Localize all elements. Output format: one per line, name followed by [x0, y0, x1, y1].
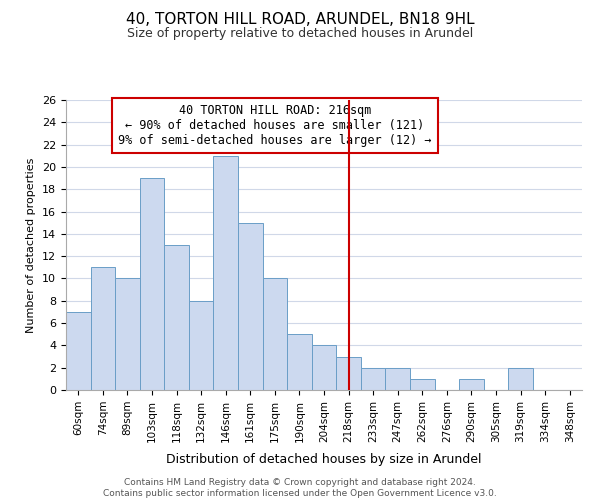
- Bar: [91, 268, 115, 390]
- Bar: [508, 368, 533, 390]
- Bar: [164, 245, 189, 390]
- Text: Size of property relative to detached houses in Arundel: Size of property relative to detached ho…: [127, 28, 473, 40]
- Bar: [189, 301, 214, 390]
- Bar: [287, 334, 312, 390]
- Bar: [361, 368, 385, 390]
- Y-axis label: Number of detached properties: Number of detached properties: [26, 158, 37, 332]
- Bar: [238, 222, 263, 390]
- Bar: [66, 312, 91, 390]
- Bar: [312, 346, 336, 390]
- Bar: [263, 278, 287, 390]
- Bar: [336, 356, 361, 390]
- Bar: [410, 379, 434, 390]
- Bar: [214, 156, 238, 390]
- Text: Contains HM Land Registry data © Crown copyright and database right 2024.
Contai: Contains HM Land Registry data © Crown c…: [103, 478, 497, 498]
- Bar: [115, 278, 140, 390]
- Bar: [140, 178, 164, 390]
- Text: 40, TORTON HILL ROAD, ARUNDEL, BN18 9HL: 40, TORTON HILL ROAD, ARUNDEL, BN18 9HL: [125, 12, 475, 28]
- Text: 40 TORTON HILL ROAD: 216sqm
← 90% of detached houses are smaller (121)
9% of sem: 40 TORTON HILL ROAD: 216sqm ← 90% of det…: [118, 104, 432, 148]
- Bar: [385, 368, 410, 390]
- X-axis label: Distribution of detached houses by size in Arundel: Distribution of detached houses by size …: [166, 453, 482, 466]
- Bar: [459, 379, 484, 390]
